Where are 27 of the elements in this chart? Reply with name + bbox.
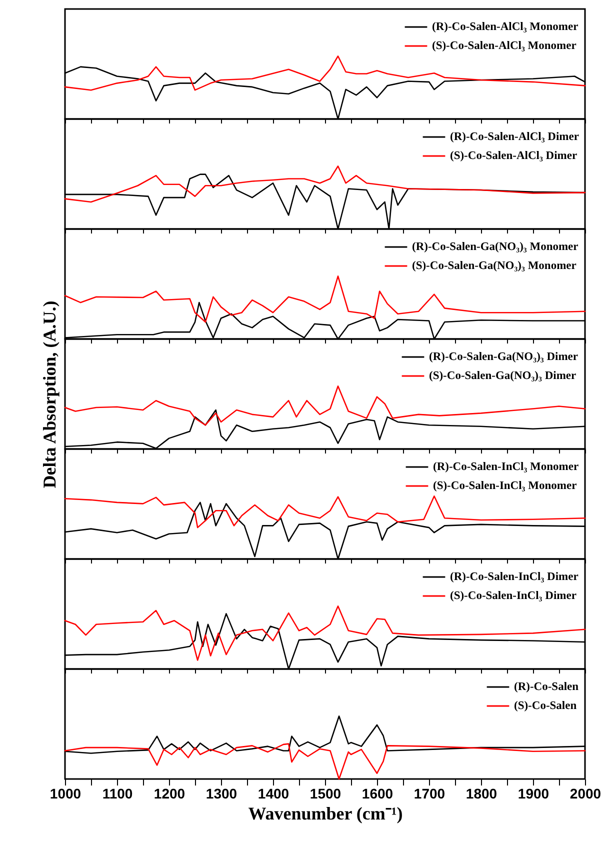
x-tick-label: 1600 bbox=[362, 786, 394, 802]
legend-label: (S)-Co-Salen-InCl₃ Monomer bbox=[433, 480, 577, 492]
x-tick-label: 1700 bbox=[414, 786, 446, 802]
legend-label: (S)-Co-Salen-AlCl₃ Dimer bbox=[450, 150, 578, 162]
x-tick-label: 1400 bbox=[258, 786, 290, 802]
x-tick-label: 2000 bbox=[570, 786, 602, 802]
legend-label: (S)-Co-Salen bbox=[514, 700, 578, 712]
x-tick-label: 1900 bbox=[518, 786, 550, 802]
x-tick-label: 1800 bbox=[466, 786, 498, 802]
x-tick-label: 1500 bbox=[310, 786, 342, 802]
legend-label: (R)-Co-Salen-Ga(NO₃)₃ Dimer bbox=[429, 351, 578, 363]
x-axis-title: Wavenumber (cm⁻¹) bbox=[248, 804, 403, 824]
legend-label: (R)-Co-Salen-InCl₃ Dimer bbox=[450, 571, 578, 583]
x-tick-label: 1200 bbox=[154, 786, 186, 802]
y-axis-title: Delta Absorption, (A.U.) bbox=[40, 300, 60, 488]
x-tick-label: 1000 bbox=[50, 786, 82, 802]
legend-label: (R)-Co-Salen-InCl₃ Monomer bbox=[433, 461, 579, 473]
legend-label: (R)-Co-Salen bbox=[514, 681, 580, 693]
legend-label: (R)-Co-Salen-Ga(NO₃)₃ Monomer bbox=[412, 241, 578, 253]
x-tick-label: 1300 bbox=[206, 786, 238, 802]
legend-label: (S)-Co-Salen-AlCl₃ Monomer bbox=[432, 40, 576, 52]
legend-label: (R)-Co-Salen-AlCl₃ Monomer bbox=[432, 21, 578, 33]
x-tick-label: 1100 bbox=[102, 786, 133, 802]
legend-label: (S)-Co-Salen-Ga(NO₃)₃ Monomer bbox=[412, 260, 576, 272]
legend-label: (S)-Co-Salen-InCl₃ Dimer bbox=[450, 590, 576, 602]
legend-label: (S)-Co-Salen-Ga(NO₃)₃ Dimer bbox=[429, 370, 576, 382]
legend-label: (R)-Co-Salen-AlCl₃ Dimer bbox=[450, 131, 579, 143]
